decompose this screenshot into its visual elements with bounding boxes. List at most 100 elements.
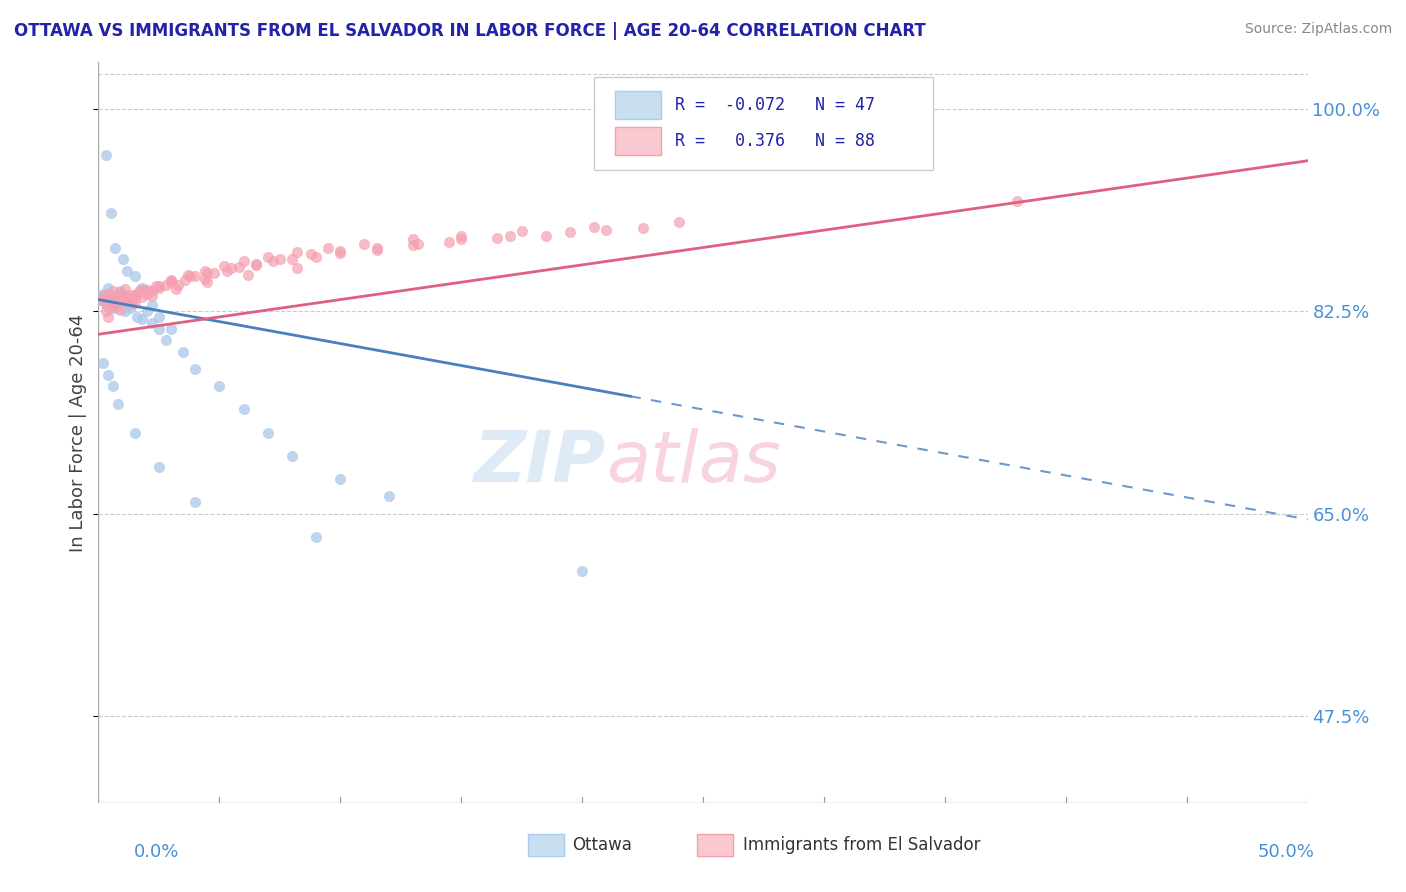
Point [194, 272, 217, 286]
Point [97, 281, 120, 295]
Point [305, 530, 328, 544]
Point [498, 229, 520, 244]
Point [155, 333, 177, 347]
Point [114, 304, 136, 318]
Point [104, 240, 127, 254]
Point [1007, 194, 1029, 209]
Point [184, 362, 207, 376]
Point [221, 261, 243, 276]
Point [108, 285, 131, 299]
Point [124, 292, 146, 306]
FancyBboxPatch shape [595, 78, 932, 169]
Point [437, 235, 460, 249]
Text: ZIP: ZIP [474, 428, 606, 497]
Point [101, 285, 124, 299]
Point [184, 495, 207, 509]
Text: 50.0%: 50.0% [1258, 843, 1315, 861]
Text: 0.0%: 0.0% [134, 843, 179, 861]
Point [97, 368, 120, 382]
Point [245, 257, 267, 271]
Text: Ottawa: Ottawa [572, 836, 633, 854]
Point [299, 247, 322, 261]
Point [329, 472, 352, 486]
Bar [614, 127, 661, 155]
Point [285, 245, 308, 260]
Point [121, 297, 143, 311]
Point [117, 263, 139, 277]
Text: OTTAWA VS IMMIGRANTS FROM EL SALVADOR IN LABOR FORCE | AGE 20-64 CORRELATION CHA: OTTAWA VS IMMIGRANTS FROM EL SALVADOR IN… [14, 22, 925, 40]
Point [281, 252, 304, 266]
Point [94, 298, 117, 312]
Point [172, 344, 194, 359]
Point [285, 261, 308, 276]
Point [94, 148, 117, 162]
Point [155, 277, 177, 292]
Point [117, 288, 139, 302]
Point [91, 289, 114, 303]
Point [141, 285, 163, 299]
Text: Immigrants from El Salvador: Immigrants from El Salvador [742, 836, 980, 854]
Point [111, 252, 134, 266]
Point [329, 246, 352, 260]
Point [583, 219, 606, 234]
Point [167, 277, 190, 292]
Point [228, 260, 250, 275]
Point [238, 268, 260, 283]
Point [91, 286, 114, 301]
Point [111, 293, 134, 307]
Point [128, 283, 150, 297]
Point [377, 489, 399, 503]
Point [256, 250, 278, 264]
Point [111, 290, 134, 304]
Point [127, 286, 149, 301]
Point [117, 292, 139, 306]
Point [160, 275, 183, 289]
Point [510, 224, 533, 238]
Point [160, 274, 183, 288]
Text: Source: ZipAtlas.com: Source: ZipAtlas.com [1244, 22, 1392, 37]
Point [232, 402, 254, 417]
Point [595, 223, 617, 237]
Point [160, 273, 183, 287]
Point [101, 296, 124, 310]
Point [107, 293, 129, 307]
Point [124, 296, 146, 310]
Point [90, 293, 112, 307]
Point [107, 296, 129, 310]
Point [124, 425, 146, 440]
Point [194, 263, 217, 277]
Text: atlas: atlas [606, 428, 780, 497]
Point [121, 288, 143, 302]
Bar [614, 91, 661, 120]
Point [631, 220, 654, 235]
Point [114, 282, 136, 296]
Point [148, 321, 170, 335]
Point [232, 254, 254, 268]
Point [124, 269, 146, 284]
Point [134, 283, 156, 297]
Point [135, 286, 157, 301]
Point [118, 301, 141, 315]
Point [100, 206, 122, 220]
Point [148, 310, 170, 324]
Point [127, 310, 149, 324]
Point [94, 304, 117, 318]
Point [160, 321, 183, 335]
Point [184, 269, 207, 284]
Point [94, 294, 117, 309]
Point [90, 293, 112, 307]
Bar [527, 834, 564, 856]
Point [269, 252, 291, 266]
Point [97, 286, 120, 301]
Point [366, 243, 388, 257]
Point [145, 278, 167, 293]
Point [245, 258, 267, 272]
Point [101, 298, 124, 312]
Point [127, 286, 149, 301]
Point [215, 263, 238, 277]
Point [135, 304, 157, 318]
Point [131, 312, 153, 326]
Point [131, 281, 153, 295]
Point [104, 289, 127, 303]
Point [195, 266, 218, 280]
